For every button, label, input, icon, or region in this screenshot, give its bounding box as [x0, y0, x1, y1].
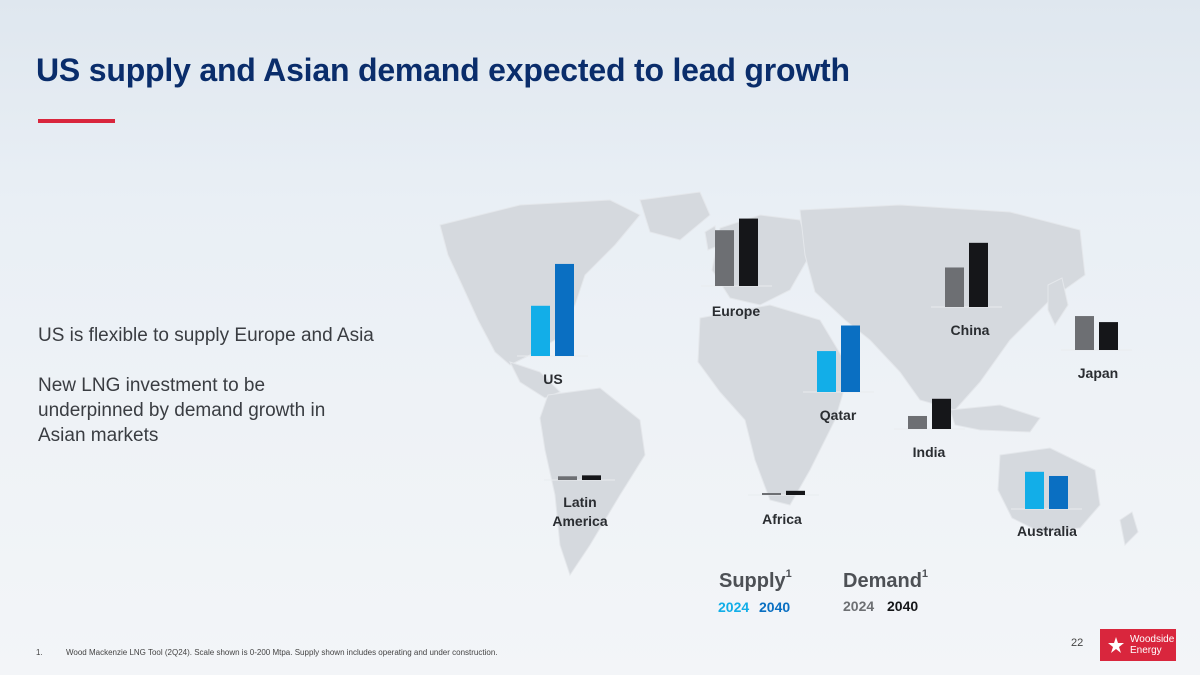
body-text-lng-investment: New LNG investment to be underpinned by …: [38, 375, 326, 446]
title-accent-rule: [38, 119, 115, 123]
bar-australia-2024: [1025, 471, 1044, 509]
legend-demand-2040: 2040: [887, 598, 919, 614]
bar-india-2040: [932, 398, 951, 429]
bar-latin-america-2040: [582, 475, 601, 480]
map-greenland: [639, 191, 711, 241]
bar-qatar-2024: [817, 351, 836, 392]
region-label-china: China: [950, 322, 990, 338]
footnote: 1. Wood Mackenzie LNG Tool (2Q24). Scale …: [36, 648, 498, 657]
bar-africa-2040: [786, 490, 805, 495]
map-japan: [1047, 277, 1069, 327]
legend-supply-heading: Supply1: [719, 568, 792, 592]
map-southeast-asia: [949, 404, 1041, 433]
bar-qatar-2040: [841, 325, 860, 392]
woodside-logo-icon: [1108, 637, 1124, 653]
bar-us-2024: [531, 305, 550, 356]
map-new-zealand: [1119, 511, 1139, 547]
map-africa: [697, 304, 851, 506]
bar-japan-2024: [1075, 316, 1094, 350]
bar-africa-2024: [762, 493, 781, 495]
bar-china-2040: [969, 242, 988, 307]
slide-title: US supply and Asian demand expected to l…: [36, 52, 850, 88]
footnote-text: Wood Mackenzie LNG Tool (2Q24). Scale sh…: [66, 648, 498, 657]
region-label-india: India: [912, 444, 946, 460]
bar-latin-america-2024: [558, 476, 577, 480]
map-south-america: [539, 387, 646, 577]
region-label-africa: Africa: [762, 511, 802, 527]
region-label-latin-america: Latin America: [552, 494, 608, 529]
legend-supply-2024: 2024: [718, 599, 750, 615]
bar-us-2040: [555, 263, 574, 356]
bar-europe-2040: [739, 218, 758, 286]
bar-japan-2040: [1099, 322, 1118, 350]
woodside-logo: Woodside Energy: [1100, 629, 1176, 661]
bar-europe-2024: [715, 230, 734, 286]
region-label-japan: Japan: [1077, 365, 1119, 381]
region-label-australia: Australia: [1017, 523, 1077, 539]
bar-australia-2040: [1049, 475, 1068, 509]
footnote-number: 1.: [36, 648, 43, 657]
legend-supply-2040: 2040: [759, 599, 791, 615]
region-label-europe: Europe: [711, 303, 761, 319]
region-label-us: US: [543, 371, 563, 387]
region-label-qatar: Qatar: [819, 407, 857, 423]
page-number: 22: [1071, 637, 1084, 649]
legend-demand-heading: Demand1: [843, 568, 929, 592]
body-text-us-flexible: US is flexible to supply Europe and Asia: [38, 325, 374, 346]
chart-bars: [517, 218, 1132, 510]
legend-demand-2024: 2024: [843, 598, 875, 614]
bar-india-2024: [908, 415, 927, 429]
bar-china-2024: [945, 267, 964, 307]
